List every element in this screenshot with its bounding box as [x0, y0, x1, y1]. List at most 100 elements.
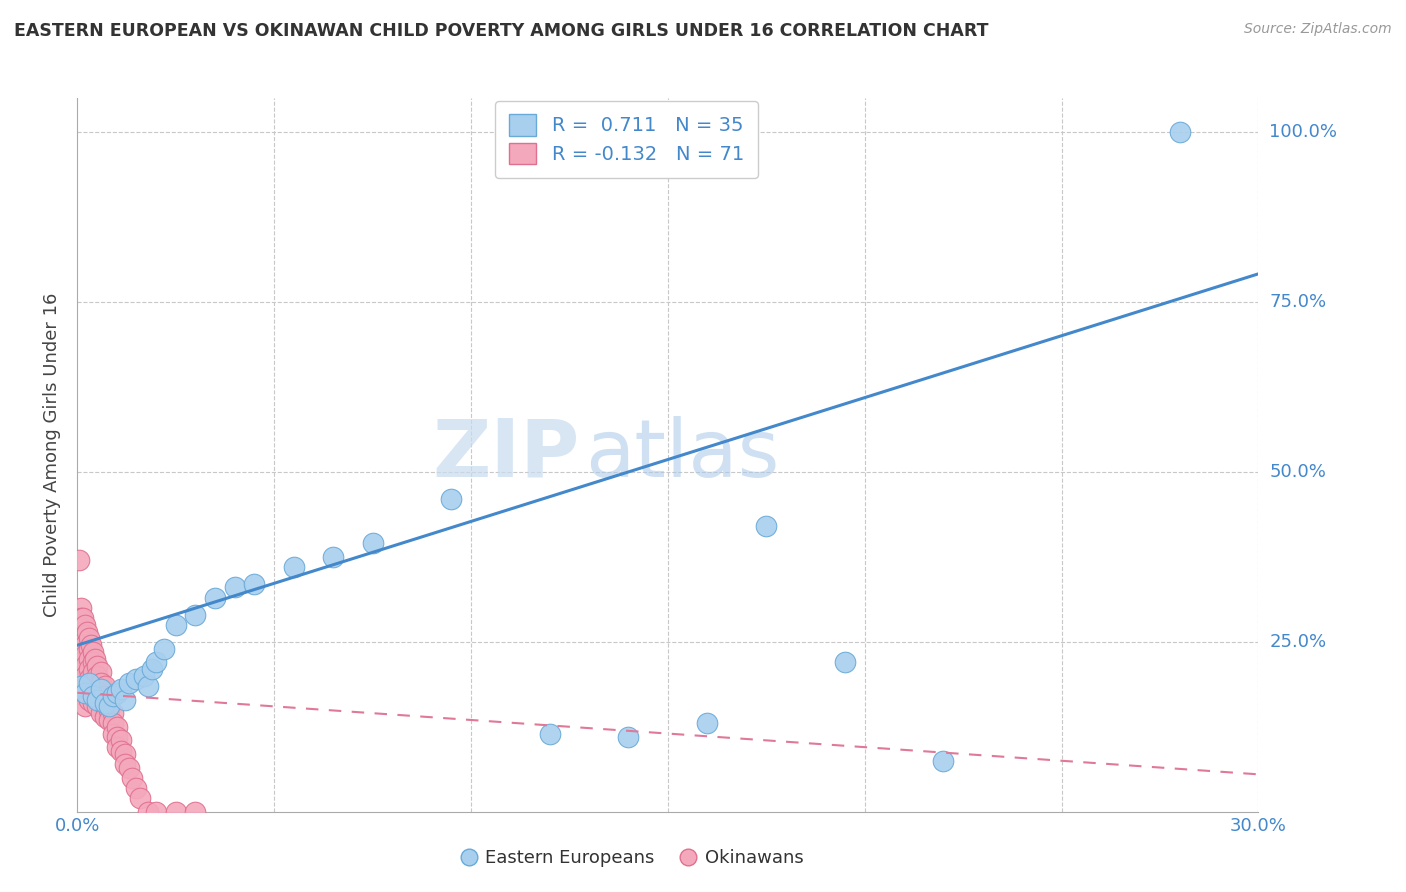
Point	[117, 675, 139, 690]
Point	[141, 662, 163, 676]
Point	[105, 720, 128, 734]
Point	[77, 632, 100, 646]
Point	[105, 740, 128, 755]
Point	[114, 757, 136, 772]
Point	[145, 805, 167, 819]
Point	[101, 689, 124, 703]
Point	[90, 696, 112, 710]
Text: atlas: atlas	[585, 416, 779, 494]
Text: 50.0%: 50.0%	[1270, 463, 1326, 481]
Point	[67, 553, 90, 567]
Point	[90, 682, 112, 697]
Point	[110, 682, 132, 697]
Point	[82, 655, 104, 669]
Text: 100.0%: 100.0%	[1270, 123, 1337, 141]
Point	[105, 730, 128, 744]
Point	[322, 549, 344, 564]
Point	[75, 686, 97, 700]
Point	[129, 791, 152, 805]
Point	[77, 682, 100, 697]
Point	[90, 665, 112, 680]
Point	[86, 692, 108, 706]
Point	[136, 679, 159, 693]
Point	[361, 536, 384, 550]
Point	[94, 699, 117, 714]
Point	[834, 655, 856, 669]
Point	[82, 686, 104, 700]
Legend: Eastern Europeans, Okinawans: Eastern Europeans, Okinawans	[454, 842, 811, 874]
Point	[75, 669, 97, 683]
Point	[125, 780, 148, 795]
Point	[70, 655, 93, 669]
Point	[101, 726, 124, 740]
Point	[86, 669, 108, 683]
Point	[204, 591, 226, 605]
Point	[117, 760, 139, 774]
Point	[84, 652, 107, 666]
Point	[86, 689, 108, 703]
Point	[184, 805, 207, 819]
Point	[75, 658, 97, 673]
Text: 75.0%: 75.0%	[1270, 293, 1327, 311]
Point	[70, 686, 93, 700]
Point	[70, 600, 93, 615]
Point	[75, 699, 97, 714]
Point	[77, 662, 100, 676]
Point	[80, 638, 103, 652]
Point	[72, 611, 94, 625]
Point	[101, 706, 124, 721]
Point	[82, 645, 104, 659]
Point	[90, 675, 112, 690]
Point	[101, 716, 124, 731]
Point	[75, 679, 97, 693]
Point	[76, 624, 98, 639]
Point	[110, 733, 132, 747]
Point	[932, 754, 955, 768]
Point	[696, 716, 718, 731]
Point	[97, 692, 120, 706]
Point	[1168, 125, 1191, 139]
Text: ZIP: ZIP	[432, 416, 579, 494]
Text: EASTERN EUROPEAN VS OKINAWAN CHILD POVERTY AMONG GIRLS UNDER 16 CORRELATION CHAR: EASTERN EUROPEAN VS OKINAWAN CHILD POVER…	[14, 22, 988, 40]
Point	[94, 696, 117, 710]
Point	[90, 686, 112, 700]
Point	[86, 679, 108, 693]
Point	[224, 581, 246, 595]
Point	[165, 805, 187, 819]
Point	[70, 675, 93, 690]
Point	[77, 652, 100, 666]
Point	[75, 628, 97, 642]
Point	[75, 648, 97, 663]
Point	[97, 703, 120, 717]
Point	[94, 679, 117, 693]
Text: Source: ZipAtlas.com: Source: ZipAtlas.com	[1244, 22, 1392, 37]
Point	[70, 621, 93, 635]
Point	[90, 706, 112, 721]
Point	[617, 730, 640, 744]
Point	[77, 675, 100, 690]
Point	[75, 689, 97, 703]
Point	[165, 617, 187, 632]
Text: 25.0%: 25.0%	[1270, 632, 1327, 651]
Point	[538, 726, 561, 740]
Point	[70, 611, 93, 625]
Point	[136, 805, 159, 819]
Point	[70, 645, 93, 659]
Point	[94, 689, 117, 703]
Point	[77, 692, 100, 706]
Point	[70, 632, 93, 646]
Point	[114, 692, 136, 706]
Point	[755, 519, 778, 533]
Point	[82, 675, 104, 690]
Point	[105, 686, 128, 700]
Point	[82, 689, 104, 703]
Point	[243, 577, 266, 591]
Point	[82, 696, 104, 710]
Point	[114, 747, 136, 761]
Y-axis label: Child Poverty Among Girls Under 16: Child Poverty Among Girls Under 16	[44, 293, 62, 617]
Point	[70, 679, 93, 693]
Point	[440, 492, 463, 507]
Point	[86, 699, 108, 714]
Point	[153, 641, 176, 656]
Point	[75, 638, 97, 652]
